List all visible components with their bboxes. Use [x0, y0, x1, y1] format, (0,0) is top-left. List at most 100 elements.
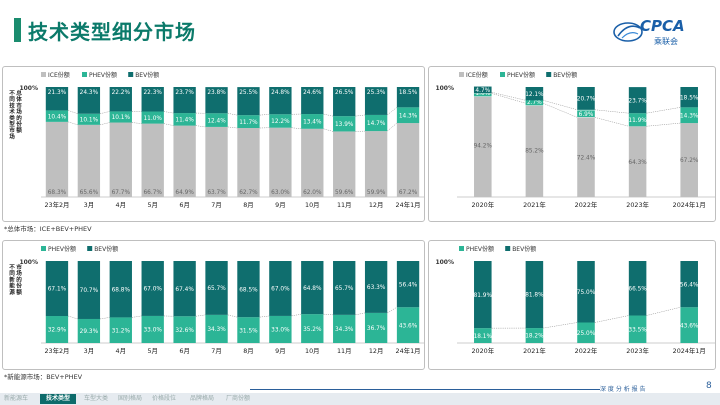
legend-label: ICE份额: [48, 71, 70, 79]
data-label: 81.8%: [525, 293, 544, 299]
bar-segment-0: [109, 122, 132, 197]
y-axis-label-char: 市: [16, 101, 22, 109]
data-label: 25.0%: [577, 331, 596, 337]
bar-segment-0: [141, 123, 164, 197]
bar-segment-0: [396, 123, 420, 197]
data-label: 4.7%: [475, 88, 490, 94]
data-label: 66.5%: [628, 286, 647, 292]
bar-segment-1: [109, 261, 132, 318]
data-label: 33.0%: [271, 328, 290, 334]
x-tick-label: 23年2月: [44, 200, 69, 209]
nav-tab-1[interactable]: 技术类型: [40, 394, 77, 404]
legend-swatch: [128, 72, 134, 77]
nav-tab-3[interactable]: 国别格局: [118, 395, 143, 402]
bar-segment-1: [205, 261, 228, 315]
y-axis-label-char: 份: [16, 120, 22, 128]
chart-panel-overall-monthly: ICE份额 PHEV份额 BEV份额 100% 不同技术类型市场总体市场的份额 68.3%…: [2, 66, 425, 222]
data-label: 94.2%: [474, 143, 493, 149]
nav-tab-0[interactable]: 新能源车: [4, 395, 29, 402]
bar-segment-0: [577, 117, 595, 197]
data-label: 24.3%: [80, 90, 99, 96]
bar-segment-2: [301, 87, 324, 115]
y-axis-label-char: 场: [16, 269, 22, 277]
chart-panel-overall-yearly: ICE份额 PHEV份额 BEV份额 100% 94.2% 1.0% 4.7% 2020年 85…: [428, 66, 716, 222]
trend-connector: [387, 307, 397, 314]
bar-segment-1: [333, 116, 356, 132]
trend-connector: [227, 113, 238, 116]
data-label: 35.2%: [303, 327, 322, 333]
y-axis-label-char: 同: [9, 95, 15, 103]
data-label: 18.2%: [525, 334, 544, 340]
data-label: 68.8%: [112, 287, 131, 293]
legend-swatch: [82, 72, 87, 77]
y-axis-top-label: 100%: [435, 259, 454, 266]
data-label: 81.9%: [474, 293, 493, 299]
x-tick-label: 2021年: [523, 346, 546, 355]
x-tick-label: 3月: [84, 201, 94, 209]
x-tick-label: 4月: [116, 347, 126, 355]
nav-tab-6[interactable]: 厂商份额: [226, 395, 251, 402]
data-label-box: [576, 110, 596, 118]
data-label: 20.7%: [577, 97, 596, 103]
bar-segment-0: [525, 103, 544, 197]
bar-segment-1: [269, 261, 292, 316]
data-label: 31.5%: [239, 328, 258, 334]
bar-segment-0: [173, 125, 196, 197]
trend-connector: [387, 107, 398, 116]
trend-connector: [355, 114, 365, 117]
data-label: 11.9%: [628, 118, 647, 124]
data-label: 67.2%: [399, 190, 418, 196]
x-tick-label: 10月: [305, 347, 320, 355]
bar-segment-1: [237, 115, 260, 129]
bar-segment-1: [525, 261, 544, 329]
data-label: 14.3%: [680, 113, 699, 119]
x-tick-label: 2021年: [523, 200, 546, 209]
data-label: 11.7%: [239, 120, 258, 126]
trend-connector: [163, 123, 174, 126]
data-label: 43.6%: [680, 323, 699, 329]
data-label: 18.5%: [680, 95, 699, 101]
data-label: 64.9%: [175, 190, 194, 196]
data-label: 12.1%: [525, 92, 544, 98]
y-axis-label-char: 不: [9, 90, 15, 97]
trend-connector: [291, 313, 302, 317]
x-tick-label: 9月: [275, 347, 285, 355]
bar-segment-0: [237, 317, 260, 343]
data-label: 65.6%: [80, 190, 99, 196]
nav-tab-2[interactable]: 车型大类: [84, 395, 109, 402]
bar-segment-2: [109, 87, 132, 112]
bar-segment-0: [269, 315, 292, 343]
data-label: 67.7%: [112, 190, 131, 196]
bottom-nav-bar: [0, 393, 720, 405]
page-title: 技术类型细分市场: [28, 20, 196, 44]
data-label: 56.4%: [399, 282, 418, 288]
data-label: 68.3%: [48, 190, 67, 196]
bar-segment-0: [77, 124, 101, 197]
bar-segment-1: [141, 261, 164, 316]
legend-label: BEV份额: [512, 245, 536, 253]
data-label: 43.6%: [399, 323, 418, 329]
trend-connector: [543, 322, 578, 329]
trend-connector: [99, 122, 110, 126]
trend-connector: [68, 121, 78, 126]
data-label: 26.5%: [335, 90, 354, 96]
x-tick-label: 2022年: [575, 346, 598, 355]
data-label: 85.2%: [525, 148, 544, 154]
bar-segment-2: [205, 87, 228, 114]
y-axis-label-char: 技: [9, 101, 15, 109]
x-tick-label: 3月: [84, 347, 94, 355]
bar-segment-2: [333, 87, 356, 117]
bar-segment-2: [77, 87, 101, 114]
nav-tab-5[interactable]: 品牌格局: [190, 395, 215, 402]
trend-connector: [195, 125, 206, 128]
chart-nev-yearly: PHEV份额 BEV份额 100% 18.1% 81.9% 2020年 18.2% 81.8%…: [435, 245, 715, 355]
trend-connector: [646, 107, 681, 114]
legend-swatch: [546, 72, 552, 77]
trend-connector: [163, 111, 174, 114]
bar-segment-0: [45, 316, 69, 343]
data-label: 32.9%: [48, 328, 67, 334]
nav-tab-4[interactable]: 价格段位: [152, 395, 177, 402]
y-axis-label-char: 总: [16, 89, 22, 97]
bar-segment-0: [333, 314, 356, 343]
data-label: 12.4%: [207, 118, 226, 124]
